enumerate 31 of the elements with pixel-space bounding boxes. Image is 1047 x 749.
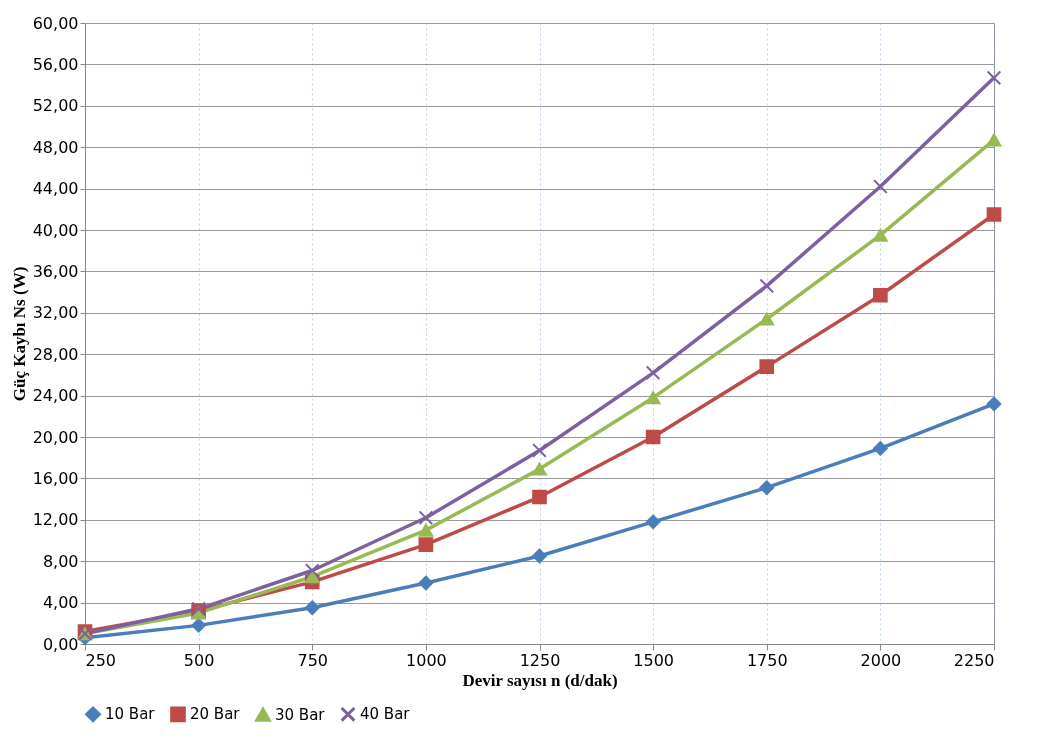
legend-label: 20 Bar <box>190 705 241 724</box>
x-tick-label: 500 <box>183 650 215 670</box>
y-tick-label: 4,00 <box>42 593 79 613</box>
y-tick-label: 16,00 <box>32 468 79 488</box>
y-tick-label: 8,00 <box>42 551 79 571</box>
y-tick-label: 52,00 <box>32 96 79 116</box>
y-tick-label: 44,00 <box>32 179 79 199</box>
y-tick-label: 60,00 <box>32 13 79 33</box>
legend-label: 10 Bar <box>105 705 156 724</box>
y-tick-label: 20,00 <box>32 427 79 447</box>
x-tick-label: 1500 <box>633 650 674 670</box>
legend-label: 30 Bar <box>275 705 326 724</box>
x-tick-label: 2000 <box>860 650 902 670</box>
y-tick-label: 48,00 <box>32 137 79 157</box>
x-tick-label: 1250 <box>519 650 561 670</box>
y-axis-title: Güç Kaybı Ns (W) <box>9 266 29 402</box>
x-tick-label: 1750 <box>746 650 788 670</box>
x-tick-label: 750 <box>297 650 329 670</box>
y-tick-label: 56,00 <box>32 54 79 74</box>
y-tick-label: 28,00 <box>32 344 79 364</box>
x-tick-label: 2250 <box>953 650 995 670</box>
y-tick-label: 12,00 <box>32 510 79 530</box>
x-tick-label: 1000 <box>406 650 447 670</box>
y-tick-label: 0,00 <box>42 634 79 654</box>
y-tick-label: 40,00 <box>32 220 79 240</box>
legend-label: 40 Bar <box>360 705 411 724</box>
y-tick-label: 32,00 <box>32 303 79 323</box>
x-tick-label: 250 <box>85 650 117 670</box>
y-tick-label: 24,00 <box>32 386 79 406</box>
x-axis-title: Devir sayısı n (d/dak) <box>462 670 618 690</box>
y-tick-label: 36,00 <box>32 261 79 281</box>
